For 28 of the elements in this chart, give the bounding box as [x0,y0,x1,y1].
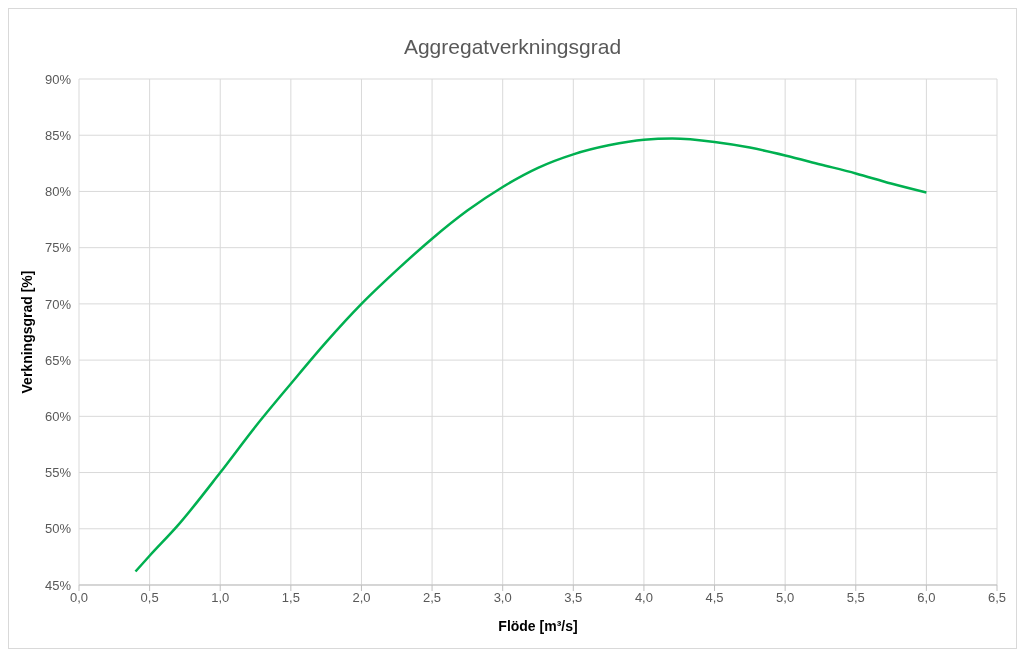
x-axis-title: Flöde [m³/s] [498,617,578,634]
y-tick-label: 45% [44,577,72,593]
x-tick-label: 1,0 [211,590,230,606]
x-tick-label: 0,5 [140,590,159,606]
x-tick-label: 6,0 [917,590,936,606]
y-axis-title: Verkningsgrad [%] [18,270,35,394]
x-tick-label: 3,5 [564,590,583,606]
x-tick-label: 5,0 [776,590,795,606]
y-tick-label: 85% [44,127,72,143]
y-tick-label: 70% [44,296,72,312]
y-tick-label: 50% [44,521,72,537]
y-tick-label: 55% [44,465,72,481]
x-tick-label: 3,0 [493,590,512,606]
y-tick-label: 90% [44,71,72,87]
x-tick-label: 4,0 [634,590,653,606]
x-tick-label: 5,5 [846,590,865,606]
x-tick-label: 2,0 [352,590,371,606]
x-tick-label: 6,5 [987,590,1007,606]
y-tick-label: 60% [44,408,72,424]
chart-title: Aggregatverkningsgrad [403,35,622,58]
x-tick-label: 2,5 [423,590,442,606]
y-tick-label: 65% [44,352,72,368]
y-tick-label: 75% [44,240,72,256]
x-tick-label: 1,5 [281,590,300,606]
x-tick-label: 0,0 [69,590,89,606]
y-tick-label: 80% [44,184,72,200]
x-tick-label: 4,5 [705,590,724,606]
line-series [134,137,928,573]
